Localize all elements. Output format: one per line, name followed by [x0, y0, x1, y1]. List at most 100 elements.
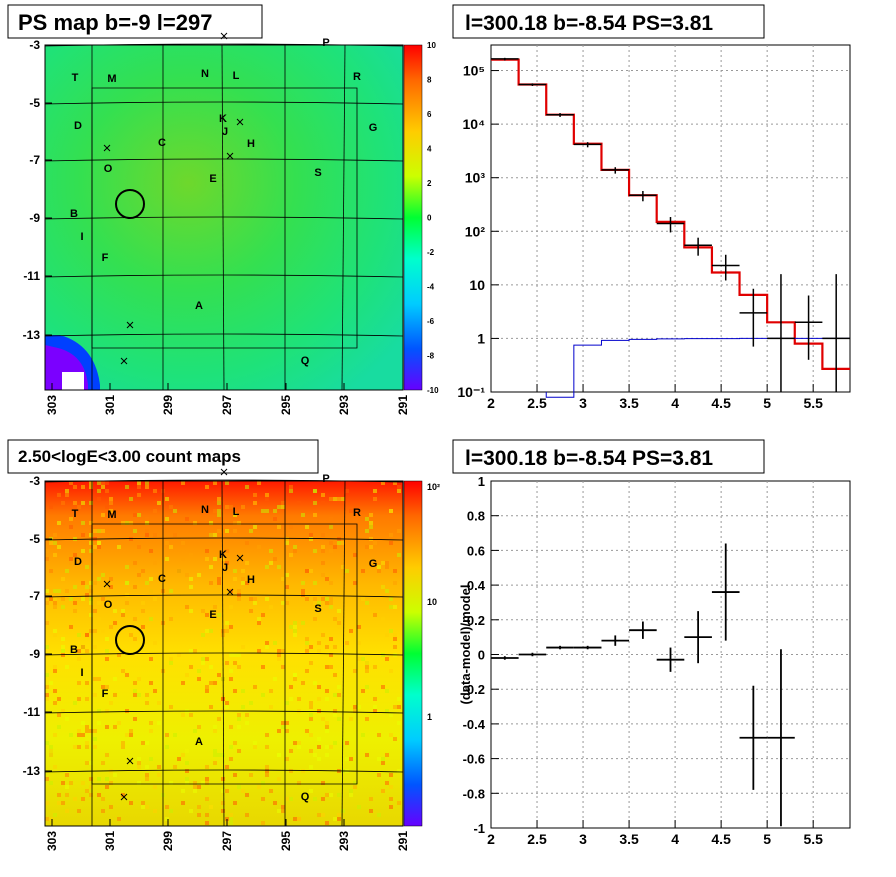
count-pixel [57, 493, 61, 497]
count-pixel [337, 621, 341, 625]
count-pixel [305, 525, 309, 529]
ps-map-axes: -3 -5 -7 -9 -11 -13 303 301 299 297 295 293 291 10 8 6 4… [23, 38, 439, 415]
count-pixel [61, 577, 65, 581]
count-pixel [201, 505, 205, 509]
count-pixel [257, 785, 261, 789]
count-pixel [309, 717, 313, 721]
source-label: B [70, 644, 78, 656]
count-pixel [65, 665, 69, 669]
y-tick-label: -7 [29, 153, 40, 167]
count-pixel [217, 613, 221, 617]
count-pixel [325, 601, 329, 605]
count-pixel [105, 685, 109, 689]
count-pixel [153, 809, 157, 813]
count-pixel [325, 729, 329, 733]
count-pixel [261, 509, 265, 513]
count-pixel [153, 501, 157, 505]
count-pixel [257, 545, 261, 549]
count-pixel [317, 813, 321, 817]
count-pixel [229, 677, 233, 681]
count-pixel [329, 541, 333, 545]
count-pixel [281, 601, 285, 605]
count-pixel [53, 629, 57, 633]
count-pixel [77, 681, 81, 685]
count-pixel [149, 549, 153, 553]
count-pixel [241, 705, 245, 709]
count-pixel [89, 533, 93, 537]
ps-map-empty-region [62, 372, 84, 390]
count-pixel [125, 521, 129, 525]
ps-map-labels: T M N L P R D KJ H G C O E S BI F A Q [70, 37, 377, 367]
count-map-noise [45, 481, 401, 825]
count-pixel [313, 513, 317, 517]
source-label: R [353, 507, 361, 519]
count-pixel [153, 561, 157, 565]
count-pixel [317, 697, 321, 701]
count-pixel [321, 717, 325, 721]
ps-map-panel: PS map b=-9 l=297 T M N L P R D KJ H G C O E S BI F A Q -… [7, 4, 439, 415]
count-pixel [245, 813, 249, 817]
count-pixel [333, 817, 337, 821]
count-pixel [213, 729, 217, 733]
count-pixel [125, 581, 129, 585]
count-pixel [93, 737, 97, 741]
count-pixel [213, 481, 217, 485]
count-pixel [237, 717, 241, 721]
count-pixel [177, 653, 181, 657]
count-pixel [389, 605, 393, 609]
residual-y-tick-label: -0.2 [463, 682, 485, 697]
count-pixel [281, 577, 285, 581]
residual-y-tick-label: -0.6 [463, 752, 485, 767]
count-pixel [217, 577, 221, 581]
count-pixel [277, 729, 281, 733]
count-pixel [73, 797, 77, 801]
count-pixel [45, 625, 49, 629]
cross-marker [236, 554, 244, 562]
count-pixel [97, 721, 101, 725]
count-pixel [357, 805, 361, 809]
colorbar-tick-label: 10 [427, 41, 436, 50]
count-pixel [389, 509, 393, 513]
count-pixel [149, 729, 153, 733]
source-label: I [80, 231, 83, 243]
count-pixel [85, 729, 89, 733]
count-pixel [169, 589, 173, 593]
count-pixel [113, 725, 117, 729]
count-pixel [321, 493, 325, 497]
count-pixel [205, 797, 209, 801]
count-pixel [361, 689, 365, 693]
count-pixel [293, 677, 297, 681]
count-pixel [229, 821, 233, 825]
count-pixel [381, 561, 385, 565]
count-pixel [81, 501, 85, 505]
count-pixel [285, 729, 289, 733]
count-pixel [377, 733, 381, 737]
count-pixel [317, 709, 321, 713]
count-pixel [205, 629, 209, 633]
count-pixel [205, 613, 209, 617]
count-pixel [169, 545, 173, 549]
count-pixel [257, 617, 261, 621]
count-pixel [217, 673, 221, 677]
count-pixel [173, 765, 177, 769]
count-pixel [329, 581, 333, 585]
count-pixel [217, 717, 221, 721]
count-pixel [333, 497, 337, 501]
colorbar-tick-label: 4 [427, 145, 432, 154]
x-tick-label: 299 [161, 395, 175, 415]
count-pixel [389, 733, 393, 737]
source-label: N [201, 68, 209, 80]
count-pixel [309, 765, 313, 769]
count-pixel [189, 665, 193, 669]
count-pixel [145, 701, 149, 705]
count-pixel [321, 533, 325, 537]
count-pixel [321, 781, 325, 785]
count-pixel [141, 601, 145, 605]
count-pixel [261, 797, 265, 801]
residual-y-tick-label: 0.6 [467, 543, 485, 558]
count-pixel [141, 625, 145, 629]
source-label: L [233, 70, 240, 82]
count-pixel [381, 757, 385, 761]
count-pixel [89, 729, 93, 733]
count-pixel [53, 701, 57, 705]
